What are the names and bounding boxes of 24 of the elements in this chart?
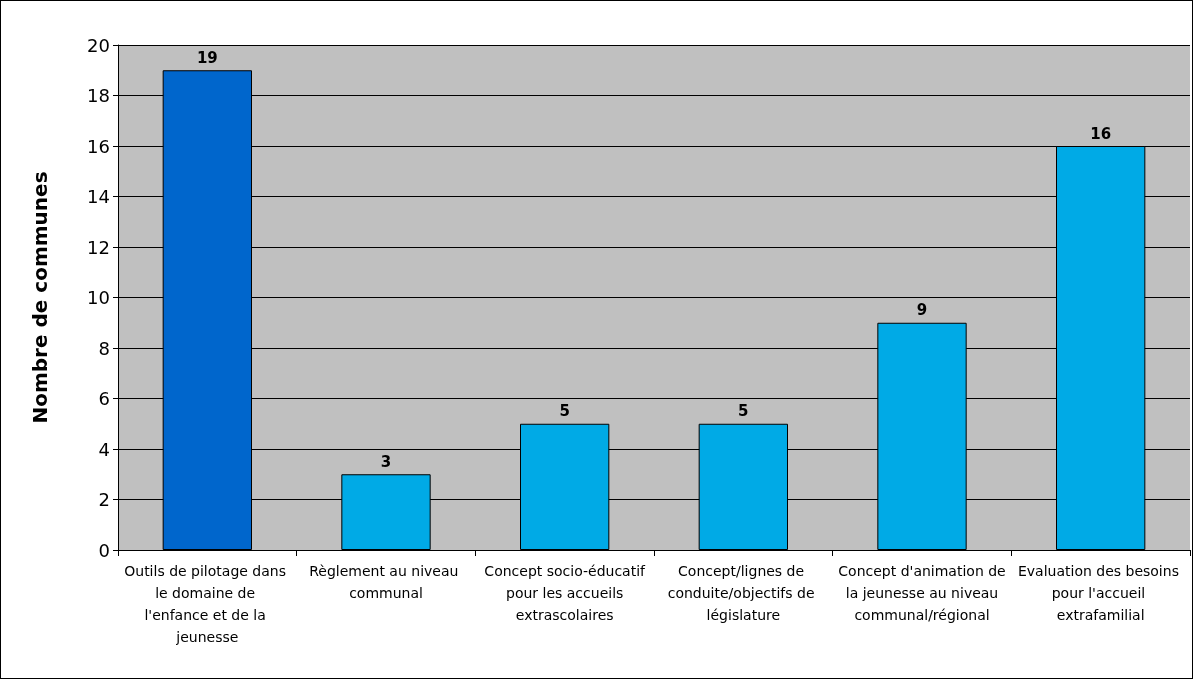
y-tick-label: 4 <box>98 438 110 460</box>
y-tick-label: 20 <box>87 34 110 56</box>
data-label: 9 <box>916 301 928 320</box>
data-label: 3 <box>380 452 392 471</box>
x-tick-label: Concept socio-éducatif pour les accueils extrascolaires <box>484 563 647 623</box>
y-tick-label: 14 <box>87 186 110 207</box>
x-tick-label: Concept/lignes de conduite/objectifs de législature <box>667 563 819 623</box>
y-tick-label: 2 <box>98 489 110 510</box>
x-tick-label: Concept d'animation de la jeunesse au niveau communal/régional <box>838 563 1006 623</box>
x-tick-label: Evaluation des besoins pour l'accueil extrafamilial <box>1017 563 1184 623</box>
y-tick-label: 0 <box>98 539 110 561</box>
y-tick-label: 12 <box>87 236 110 258</box>
data-label: 5 <box>738 402 749 421</box>
x-tick-label: Règlement au niveau communal <box>309 563 463 601</box>
x-tick-label: Outils de pilotage dans le domaine de l'enfance et de la jeunesse <box>124 563 291 645</box>
data-label: 16 <box>1090 124 1112 143</box>
data-label: 19 <box>196 48 218 67</box>
data-label: 5 <box>559 402 570 421</box>
y-tick-label: 6 <box>98 388 110 409</box>
y-tick-label: 18 <box>87 85 110 106</box>
y-tick-label: 16 <box>87 135 110 157</box>
y-tick-label: 8 <box>98 337 110 359</box>
y-tick-label: 10 <box>87 287 110 308</box>
y-axis-title: Nombre de communes <box>28 171 52 424</box>
